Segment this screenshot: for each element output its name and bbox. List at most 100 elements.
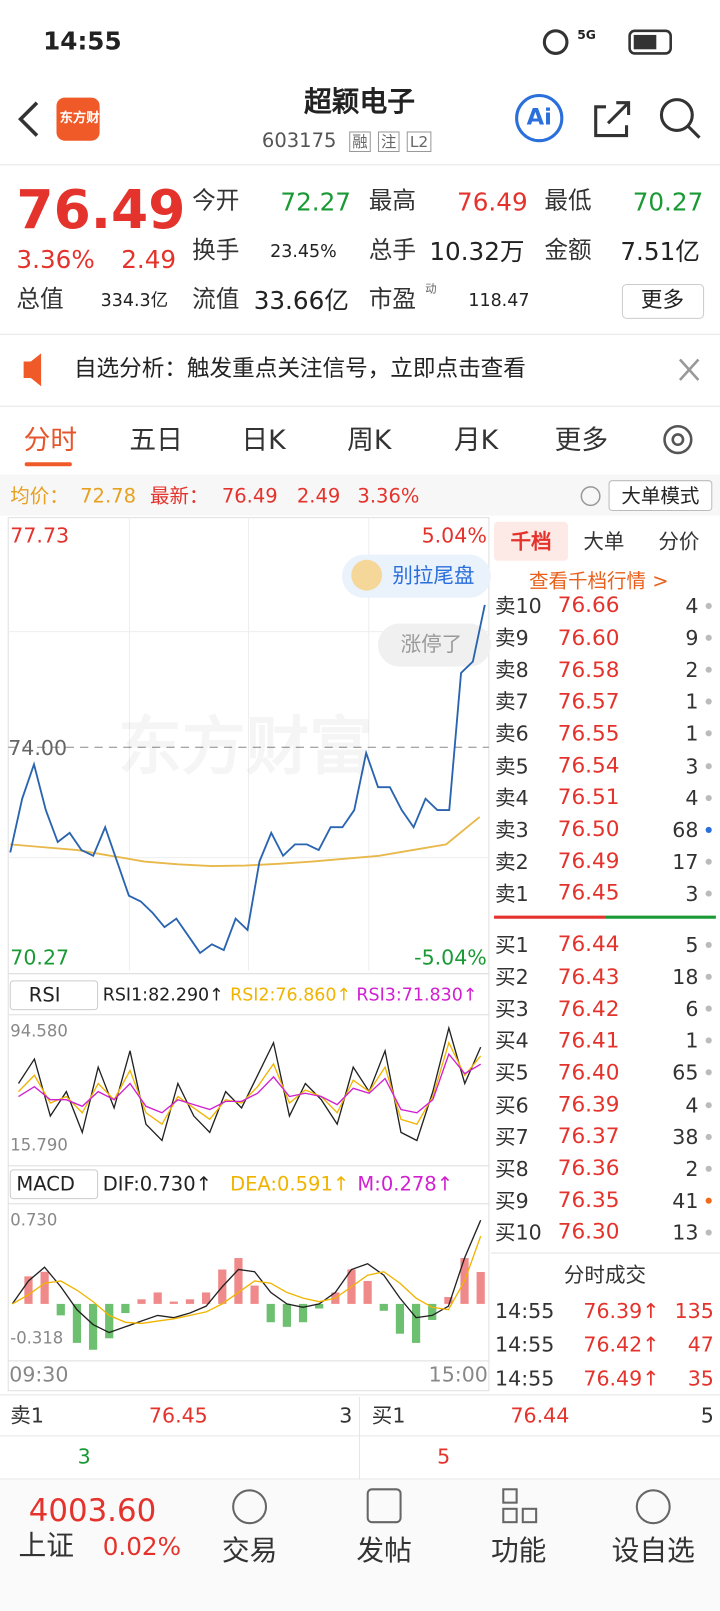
stock-tag: 融 <box>349 131 371 153</box>
book-label: 卖6 <box>495 721 529 747</box>
chart-tab[interactable]: 月K <box>453 425 499 457</box>
book-label: 买1 <box>495 932 529 958</box>
book-link[interactable]: 查看千档行情 > <box>528 569 669 593</box>
book-volume: 68 <box>672 817 699 842</box>
macd-bar <box>202 1292 211 1304</box>
bar-price: 76.45 <box>148 1403 208 1428</box>
macd-bar <box>395 1303 405 1334</box>
y-tick-label: 0.730 <box>10 1210 58 1230</box>
index-value[interactable]: 4003.60 <box>28 1493 157 1530</box>
book-dot <box>705 730 712 737</box>
book-price: 76.43 <box>557 963 620 989</box>
last-price: 76.49 <box>16 179 186 242</box>
bar-price: 76.44 <box>510 1403 570 1428</box>
chart-tab[interactable]: 周K <box>347 425 392 457</box>
book-volume: 13 <box>672 1220 699 1245</box>
macd-bar <box>121 1303 130 1314</box>
bar-volume: 3 <box>339 1403 353 1428</box>
field-sup: 动 <box>425 282 437 297</box>
chart-tab[interactable]: 更多 <box>554 425 609 457</box>
book-dot <box>705 602 712 610</box>
indicator-select[interactable]: MACD <box>16 1172 75 1196</box>
stock-name: 超颖电子 <box>304 86 415 118</box>
legend-item: DEA:0.591↑ <box>230 1172 350 1196</box>
field-value: 33.66亿 <box>253 286 349 315</box>
indicator-select[interactable]: RSI <box>28 983 61 1007</box>
macd-bar <box>169 1301 178 1304</box>
book-price: 76.30 <box>557 1219 620 1245</box>
x-label: 09:30 <box>9 1361 69 1387</box>
x-label: 15:00 <box>428 1361 488 1387</box>
nav-item[interactable]: 交易 <box>221 1535 278 1568</box>
rsi-line <box>18 1052 482 1114</box>
book-label: 买7 <box>495 1124 529 1149</box>
bar-volume: 5 <box>700 1403 714 1428</box>
y-min-label: 70.27 <box>10 944 70 970</box>
rsi-line <box>18 1040 482 1126</box>
macd-bar <box>24 1276 33 1304</box>
book-price: 76.50 <box>557 816 620 842</box>
field-value: 118.47 <box>468 290 530 312</box>
notice-text[interactable]: 自选分析：触发重点关注信号，立即点击查看 <box>73 356 526 382</box>
index-name[interactable]: 上证 <box>18 1530 74 1563</box>
nav-item[interactable]: 发帖 <box>356 1535 412 1568</box>
book-dot <box>705 1133 712 1140</box>
stock-tag: L2 <box>406 131 432 153</box>
macd-bar <box>444 1297 453 1304</box>
chart-tab[interactable]: 分时 <box>23 425 78 457</box>
field-value: 23.45% <box>270 241 337 262</box>
book-dot <box>705 973 712 980</box>
book-volume: 4 <box>685 595 699 619</box>
book-tab[interactable]: 大单 <box>583 528 625 554</box>
field-value: 334.3亿 <box>100 290 169 312</box>
book-dot <box>705 634 712 642</box>
book-volume: 65 <box>672 1060 699 1086</box>
change: 2.49 <box>121 245 177 274</box>
field-value: 70.27 <box>632 187 704 217</box>
book-dot <box>705 1069 712 1076</box>
status-time: 14:55 <box>43 26 122 56</box>
stock-tag: 注 <box>377 131 400 153</box>
book-dot <box>705 1005 712 1012</box>
book-price: 76.60 <box>557 624 620 650</box>
book-dot <box>705 762 712 769</box>
field-label: 总手 <box>368 237 416 265</box>
field-label: 最低 <box>544 188 592 215</box>
book-tab[interactable]: 千档 <box>510 528 552 554</box>
bar-sub: 5 <box>437 1444 451 1469</box>
book-volume: 2 <box>685 657 699 683</box>
trade-volume: 135 <box>674 1298 714 1323</box>
ai-button[interactable]: Ai <box>526 104 552 131</box>
book-price: 76.44 <box>557 931 620 957</box>
macd-bar <box>315 1303 324 1309</box>
book-price: 76.39 <box>557 1091 620 1117</box>
book-dot <box>705 698 712 705</box>
book-volume: 5 <box>685 932 699 958</box>
book-volume: 9 <box>685 625 699 651</box>
y-tick-label: 94.580 <box>10 1021 68 1041</box>
nav-item[interactable]: 功能 <box>490 1535 547 1568</box>
chart-tab[interactable]: 日K <box>241 425 286 457</box>
book-dot <box>705 826 712 833</box>
index-pct[interactable]: 0.02% <box>102 1532 182 1561</box>
macd-bar <box>137 1299 146 1304</box>
trade-volume: 35 <box>687 1366 714 1391</box>
book-price: 76.35 <box>557 1187 620 1213</box>
logo[interactable]: 东方财富 <box>59 111 113 127</box>
book-label: 卖10 <box>495 595 542 619</box>
macd-bar <box>298 1303 308 1323</box>
more-button[interactable]: 更多 <box>640 287 685 313</box>
book-volume: 2 <box>685 1156 699 1181</box>
book-label: 买9 <box>495 1188 529 1213</box>
book-tab[interactable]: 分价 <box>658 528 700 554</box>
pct-max-label: 5.04% <box>421 522 487 548</box>
promo-bubble[interactable]: 别拉尾盘 <box>392 562 475 588</box>
info-pct: 3.36% <box>357 484 420 507</box>
chart-tab[interactable]: 五日 <box>129 425 183 457</box>
book-volume: 3 <box>685 753 699 779</box>
field-label: 换手 <box>192 237 240 265</box>
book-label: 卖3 <box>495 817 529 842</box>
nav-item[interactable]: 设自选 <box>611 1535 695 1568</box>
mode-button[interactable]: 大单模式 <box>621 484 700 507</box>
book-label: 卖9 <box>495 625 529 651</box>
